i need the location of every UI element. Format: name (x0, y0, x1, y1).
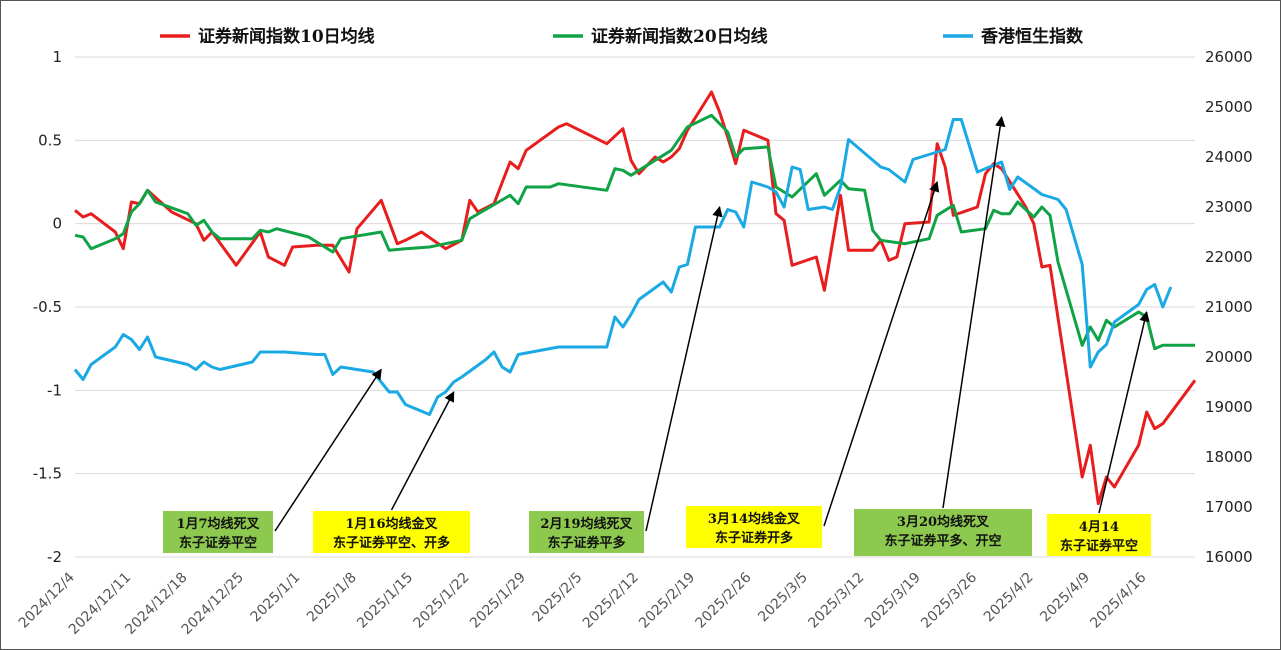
y-right-tick-label: 26000 (1205, 48, 1253, 66)
annotation-text: 东子证券平空 (1060, 538, 1138, 554)
y-right-tick-label: 24000 (1205, 148, 1253, 166)
annotation-text: 1月7均线死叉 (176, 516, 260, 532)
y-axis-left: 1 0.5 0 -0.5 -1 -1.5 -2 (33, 48, 62, 566)
annotation-box (163, 511, 273, 553)
annotation-box (1047, 514, 1151, 556)
annotation-text: 东子证券平空 (179, 535, 257, 551)
annotation-box (854, 509, 1032, 556)
y-right-tick-label: 19000 (1205, 398, 1253, 416)
y-axis-right: 26000 25000 24000 23000 22000 21000 20000 19000… (1205, 48, 1253, 566)
annotation-text: 2月19均线死叉 (540, 516, 633, 532)
annotation-arrow (645, 205, 723, 532)
y-left-tick-label: -2 (47, 548, 62, 566)
y-left-tick-label: 1 (52, 48, 62, 66)
y-right-tick-label: 20000 (1205, 348, 1253, 366)
annotation-arrow (823, 181, 940, 527)
annotation-text: 东子证券平多 (547, 535, 625, 551)
annotation-text: 东子证券平多、开空 (884, 533, 1001, 549)
annotation-arrow (390, 391, 455, 511)
y-right-tick-label: 18000 (1205, 448, 1253, 466)
legend-label-2: 证券新闻指数20日均线 (591, 26, 768, 47)
y-left-tick-label: 0.5 (38, 131, 62, 149)
y-left-tick-label: 0 (52, 215, 62, 233)
legend: 证券新闻指数10日均线 证券新闻指数20日均线 香港恒生指数 (160, 26, 1084, 47)
y-left-tick-label: -0.5 (33, 298, 62, 316)
annotation-text: 东子证券开多 (715, 530, 793, 546)
y-right-tick-label: 17000 (1205, 498, 1253, 516)
annotation-box (686, 506, 822, 548)
annotation-arrow (274, 368, 382, 532)
y-right-tick-label: 25000 (1205, 98, 1253, 116)
annotation-text: 4月14 (1079, 520, 1119, 535)
annotation-arrow (1098, 310, 1150, 514)
y-right-tick-label: 21000 (1205, 298, 1253, 316)
annotation-text: 1月16均线金叉 (345, 516, 438, 532)
legend-label-3: 香港恒生指数 (981, 26, 1084, 47)
annotation-box (313, 511, 470, 553)
y-right-tick-label: 16000 (1205, 548, 1253, 566)
series-line-2 (74, 113, 1195, 351)
legend-label-1: 证券新闻指数10日均线 (198, 26, 375, 47)
annotation-6: 4月14 东子证券平空 (1047, 310, 1151, 556)
y-right-tick-label: 22000 (1205, 248, 1253, 266)
annotation-text: 3月14均线金叉 (708, 511, 801, 527)
annotation-text: 3月20均线死叉 (897, 514, 990, 530)
annotation-box (529, 511, 644, 553)
y-right-tick-label: 23000 (1205, 198, 1253, 216)
annotations: 1月7均线死叉东子证券平空1月16均线金叉东子证券平空、开多2月19均线死叉东子… (163, 115, 1151, 556)
grid-lines (75, 56, 1195, 558)
series-layer (73, 90, 1197, 506)
annotation-text: 东子证券平空、开多 (333, 535, 450, 551)
series-line-3 (73, 118, 1173, 416)
y-left-tick-label: -1 (47, 381, 62, 399)
annotation-arrow (942, 115, 1006, 509)
y-left-tick-label: -1.5 (33, 465, 62, 483)
